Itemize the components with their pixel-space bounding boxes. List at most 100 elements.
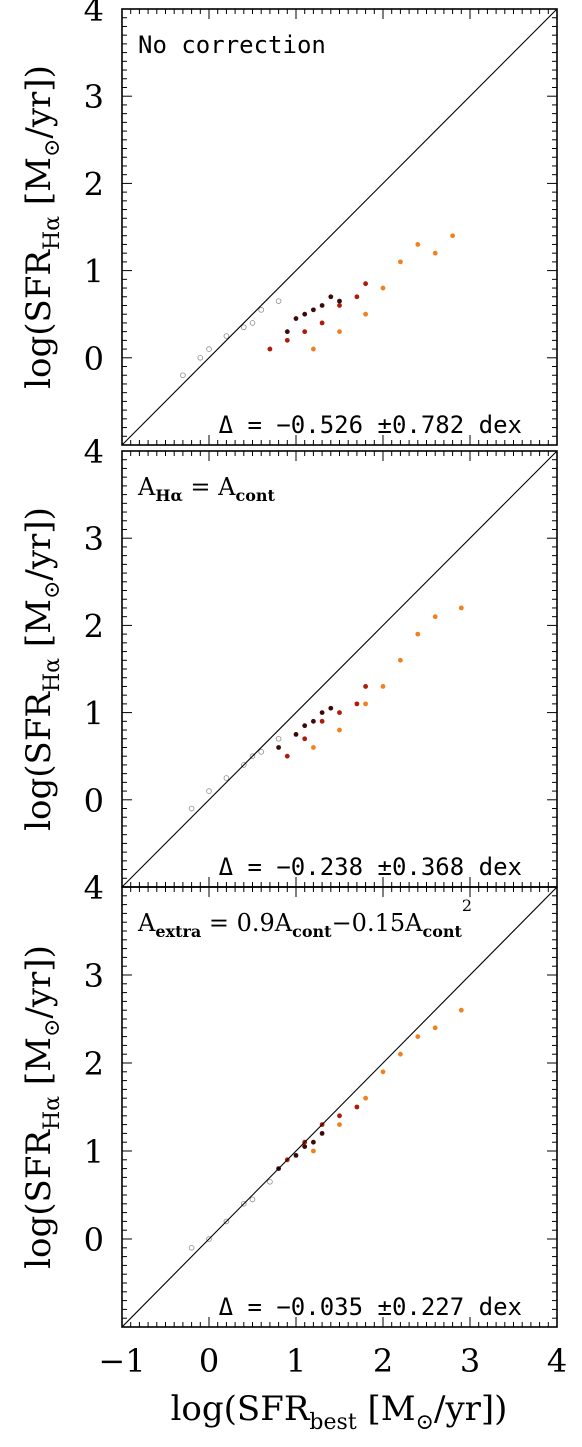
data-point	[206, 346, 212, 352]
annotation-sub: cont	[235, 486, 275, 505]
data-point	[206, 788, 212, 794]
data-point	[223, 775, 230, 781]
x-tick-label: 2	[373, 1342, 393, 1380]
data-point	[267, 1179, 273, 1185]
data-point	[293, 732, 299, 737]
data-point	[415, 242, 421, 247]
y-tick-label: 4	[84, 433, 104, 471]
data-point	[337, 303, 342, 308]
data-point	[302, 736, 308, 742]
data-point	[319, 303, 325, 308]
data-point	[241, 324, 247, 331]
data-point	[354, 1104, 360, 1110]
data-point	[249, 320, 256, 326]
data-point	[337, 1122, 342, 1127]
y-tick-label: 2	[84, 607, 104, 645]
data-point	[241, 1201, 247, 1207]
data-point	[293, 1153, 299, 1158]
y-tick-label: 2	[84, 165, 104, 203]
y-label-sub: Hα	[40, 216, 65, 250]
data-point	[267, 346, 273, 352]
annotation-text: = 0.9A	[201, 909, 293, 937]
panel-statistic: Δ = −0.238 ±0.368 dex	[219, 853, 522, 881]
data-point	[458, 605, 464, 611]
data-point	[363, 701, 368, 707]
y-label-sun-symbol: ⊙	[40, 581, 65, 599]
data-point	[398, 1051, 403, 1057]
data-point	[284, 329, 290, 335]
annotation-text: A	[137, 909, 156, 937]
annotation-sub: Hα	[155, 486, 182, 505]
y-label-units: [M	[19, 1037, 59, 1096]
series-gray	[188, 735, 282, 812]
y-tick-label: 0	[84, 782, 104, 820]
series-dark	[276, 705, 334, 750]
y-label-sun-symbol: ⊙	[40, 139, 65, 157]
data-point	[188, 805, 195, 812]
data-point	[398, 657, 403, 663]
one-to-one-line	[121, 886, 558, 1328]
y-label-tail: /yr])	[19, 945, 59, 1018]
x-label-tail: /yr])	[434, 1389, 507, 1429]
data-point	[319, 1131, 325, 1136]
annotation-sup: 2	[462, 896, 472, 915]
data-point	[311, 346, 316, 352]
y-tick-label: 0	[84, 1221, 104, 1259]
data-point	[180, 372, 186, 379]
y-tick-label: 2	[84, 1045, 104, 1083]
y-axis-label: log(SFRHα [M⊙/yr])	[19, 507, 65, 831]
data-point	[337, 329, 342, 335]
y-label-units: [M	[19, 599, 59, 658]
y-tick-label: 0	[84, 340, 104, 378]
y-label-main: log(SFR	[19, 249, 59, 389]
ticks	[121, 450, 558, 888]
annotation-sub: cont	[422, 922, 462, 941]
data-point	[302, 329, 308, 335]
data-point	[249, 753, 256, 759]
panel-annotation: AHα = Acont	[137, 473, 276, 505]
x-tick-label: 4	[547, 1342, 567, 1380]
data-point	[258, 749, 265, 755]
series-red	[284, 684, 368, 759]
annotation-sub: cont	[292, 922, 332, 941]
x-tick-label: 0	[199, 1342, 219, 1380]
data-point	[337, 298, 342, 304]
data-point	[354, 294, 360, 300]
series-orange	[311, 1007, 464, 1154]
data-point	[223, 333, 230, 339]
data-point	[319, 710, 325, 715]
series-dark	[284, 294, 342, 335]
data-point	[293, 316, 299, 321]
series-orange	[311, 605, 464, 750]
y-axis-label: log(SFRHα [M⊙/yr])	[19, 945, 65, 1269]
panel-annotation: No correction	[138, 31, 326, 59]
ticks	[121, 886, 558, 1328]
data-point	[432, 250, 438, 256]
y-tick-label: 4	[84, 869, 104, 907]
data-point	[311, 1148, 316, 1154]
data-point	[363, 1095, 368, 1101]
y-label-main: log(SFR	[19, 691, 59, 831]
series-orange	[311, 233, 455, 352]
x-axis-label: log(SFRbest [M⊙/yr])	[171, 1389, 508, 1435]
data-point	[206, 1236, 212, 1242]
data-point	[258, 307, 265, 313]
y-tick-label: 1	[84, 695, 104, 733]
annotation-text: No correction	[138, 31, 326, 59]
data-point	[275, 735, 282, 742]
data-point	[337, 1113, 342, 1119]
data-point	[249, 1196, 256, 1203]
data-point	[311, 307, 316, 313]
x-label-sun-symbol: ⊙	[416, 1410, 434, 1435]
x-tick-label: 1	[286, 1342, 306, 1380]
panel-statistic: Δ = −0.526 ±0.782 dex	[219, 411, 522, 439]
data-point	[302, 1144, 308, 1149]
y-label-units: [M	[19, 157, 59, 216]
x-label-units: [M	[357, 1389, 416, 1429]
data-point	[337, 727, 342, 733]
x-tick-label: 3	[460, 1342, 480, 1380]
one-to-one-line	[121, 8, 558, 446]
